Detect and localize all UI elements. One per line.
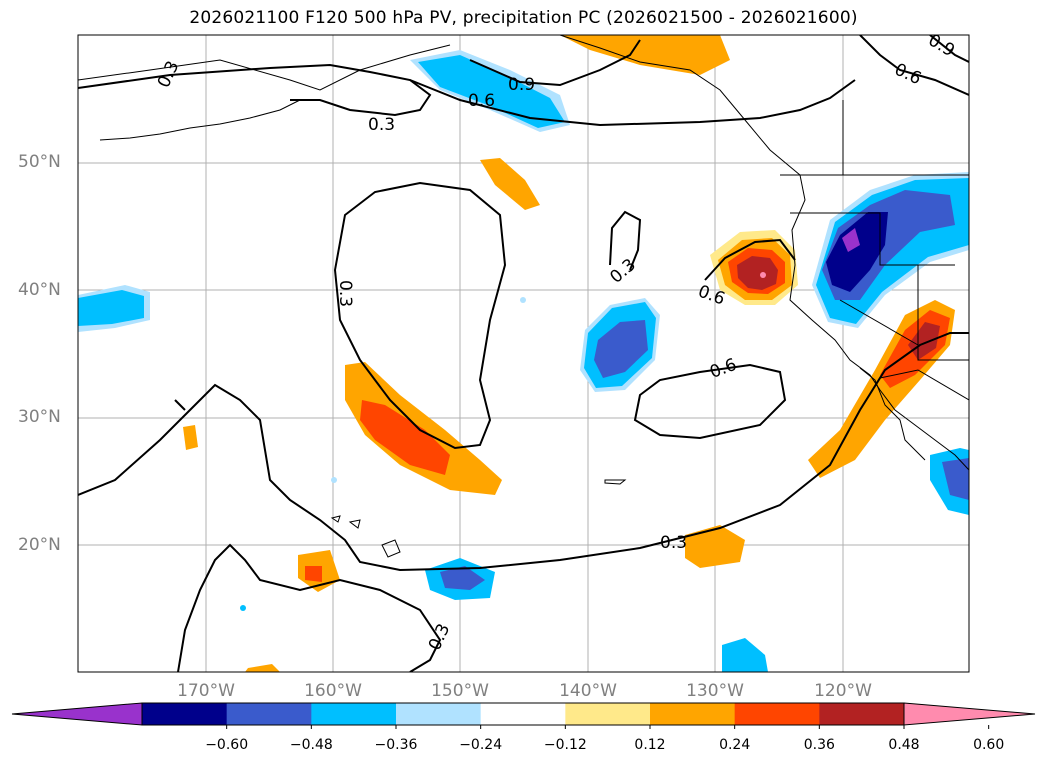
anomaly-baja-core — [942, 458, 969, 500]
pv-contour-03-bottom — [177, 543, 442, 672]
anomaly-california-peak — [760, 272, 766, 278]
anomaly-subtropical-plume-outer — [345, 362, 502, 495]
lat-label-40n: 40°N — [18, 280, 61, 300]
pv-contour-north-ne-2 — [929, 35, 969, 63]
figure-title: 2026021100 F120 500 hPa PV, precipitatio… — [189, 8, 858, 28]
contour-label: 0.3 — [368, 115, 395, 135]
colorbar-extend-min — [11, 702, 143, 726]
lat-label-20n: 20°N — [18, 535, 61, 555]
colorbar-tick-label: −0.24 — [459, 737, 503, 753]
anomaly-tiny-blue-3 — [331, 477, 337, 483]
hawaii-island-3 — [330, 515, 341, 523]
coastlines — [78, 35, 969, 558]
colorbar-tick-label: 0.60 — [973, 737, 1005, 753]
pv-contour-03-loop — [333, 181, 507, 450]
coastline-baja — [859, 367, 926, 461]
lon-label-150w: 150°W — [431, 681, 489, 701]
anomaly-bottom-blue — [722, 638, 768, 672]
colorbar-bin — [396, 703, 482, 725]
pv-contour-north-ne — [859, 35, 969, 96]
lon-label-160w: 160°W — [304, 681, 362, 701]
colorbar-bin — [311, 703, 397, 725]
border-mexico — [879, 369, 969, 401]
anomaly-small-dateline-core — [305, 566, 322, 582]
pv-contour-06-north — [409, 79, 856, 127]
anomaly-tiny-blue-2 — [520, 297, 526, 303]
anomaly-pnw-core — [826, 212, 888, 292]
colorbar-tick-label: 0.24 — [719, 737, 751, 753]
colorbar-tick-label: −0.48 — [289, 737, 333, 753]
anomaly-pnw-min — [842, 228, 860, 252]
pv-contours — [78, 35, 969, 672]
contour-label: 0.9 — [508, 75, 535, 95]
colorbar-outline — [141, 702, 905, 726]
lon-label-170w: 170°W — [177, 681, 235, 701]
anomaly-gulf-blue — [418, 55, 565, 128]
pv-contour-09-north — [469, 39, 641, 87]
hawaii-island-1 — [381, 539, 401, 558]
colorbar-segments — [11, 702, 1036, 729]
lat-label-50n: 50°N — [18, 152, 61, 172]
colorbar-bin — [650, 703, 736, 725]
coastline-north-america — [559, 35, 969, 471]
border-states-4 — [839, 299, 919, 346]
aleutian-islands — [99, 99, 301, 141]
small-island — [604, 479, 627, 485]
colorbar-bin — [142, 703, 228, 725]
colorbar-tick-label: 0.12 — [634, 737, 666, 753]
anomaly-bottom-west — [245, 664, 280, 672]
lon-label-140w: 140°W — [559, 681, 617, 701]
lon-label-120w: 120°W — [814, 681, 872, 701]
colorbar-tick-label: 0.36 — [803, 737, 835, 753]
colorbar-bin — [480, 703, 566, 725]
lon-label-130w: 130°W — [686, 681, 744, 701]
map-frame — [77, 34, 970, 673]
anomaly-southwest-band-max — [908, 322, 940, 360]
anomaly-northwest — [78, 290, 144, 326]
colorbar-tick-label: 0.48 — [888, 737, 920, 753]
colorbar-tick-label: −0.12 — [543, 737, 587, 753]
map-panel: 0.3 0.9 0.6 0.3 0.9 0.6 0.3 0.3 0.6 0.6 … — [77, 34, 970, 673]
colorbar-bin — [734, 703, 820, 725]
pv-contour-03-south — [78, 332, 969, 572]
anomaly-center-core — [594, 320, 648, 378]
anomaly-tiny-blue-1 — [240, 605, 246, 611]
contour-label: 0.3 — [335, 280, 355, 307]
anomaly-small-west — [183, 425, 198, 450]
border-states-3 — [917, 265, 969, 361]
pv-contour-03-north — [78, 63, 432, 117]
pv-contour-06-loop — [633, 363, 787, 440]
pv-contour-03-small-loop — [609, 210, 642, 271]
anomaly-north-orange — [560, 35, 730, 75]
negative-anomaly-shading — [78, 50, 969, 672]
contour-label: 0.3 — [660, 533, 687, 553]
hawaii-island-2 — [348, 519, 361, 529]
anomaly-gulf-orange — [480, 158, 540, 210]
colorbar-bin — [226, 703, 312, 725]
pv-contour-west-small — [174, 399, 186, 411]
colorbar-bin — [565, 703, 651, 725]
pv-contour-06-california — [704, 238, 796, 281]
colorbar-tick-label: −0.36 — [374, 737, 418, 753]
anomaly-california-core — [737, 256, 778, 290]
colorbar-bin — [819, 703, 905, 725]
colorbar-extend-max — [903, 702, 1036, 726]
anomaly-130w-orange — [685, 525, 745, 568]
anomaly-hawaii-core — [440, 566, 485, 590]
contour-label: 0.6 — [468, 91, 495, 111]
coastline-alaska — [78, 44, 451, 91]
colorbar-tick-label: −0.60 — [205, 737, 249, 753]
lat-label-30n: 30°N — [18, 407, 61, 427]
anomaly-subtropical-plume-core — [360, 400, 450, 475]
